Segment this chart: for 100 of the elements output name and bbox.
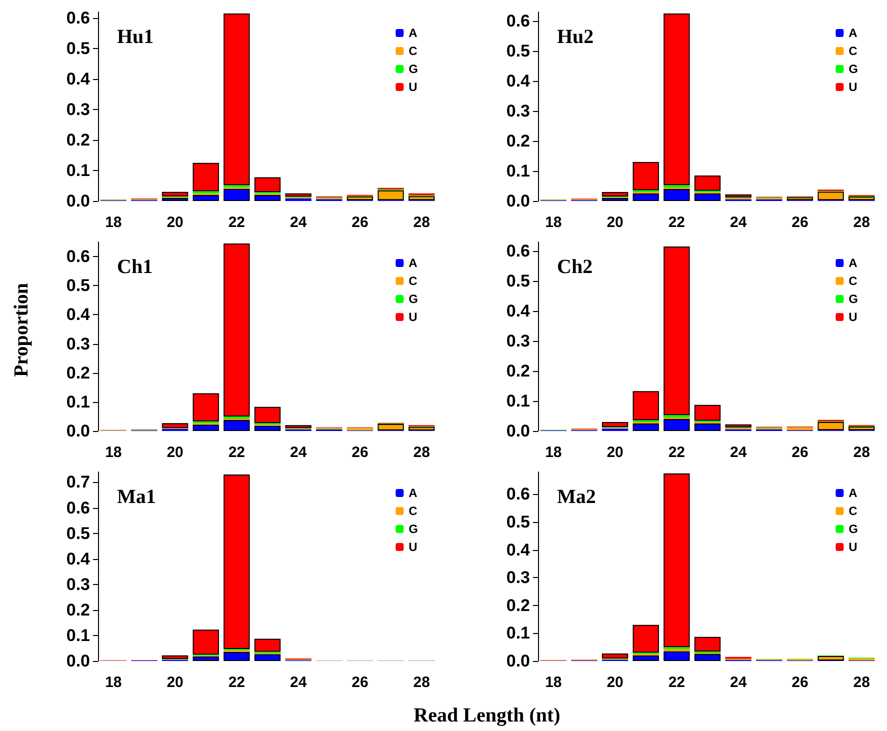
legend-label: U	[408, 540, 418, 554]
x-tick-label: 22	[668, 214, 686, 231]
x-tick-label: 18	[105, 674, 122, 691]
x-tick-label: 24	[290, 674, 308, 691]
y-tick-label: 0.4	[506, 302, 531, 320]
legend-label: U	[848, 80, 858, 94]
y-tick-label: 0.4	[66, 549, 91, 568]
x-tick-label: 20	[166, 214, 184, 231]
legend-label: C	[848, 504, 858, 518]
x-tick-label: 26	[352, 214, 368, 231]
legend-label: C	[848, 274, 858, 288]
legend-label: G	[848, 292, 858, 306]
x-tick-label: 26	[792, 214, 808, 231]
y-tick-label: 0.5	[66, 39, 90, 58]
y-tick-label: 0.6	[66, 8, 90, 28]
y-tick-label: 0.4	[506, 540, 531, 560]
y-tick-label: 0.0	[66, 652, 90, 670]
y-axis-title: Proportion	[10, 282, 34, 378]
y-tick-label: 0.4	[506, 72, 531, 90]
y-tick-label: 0.0	[506, 652, 530, 670]
y-tick-label: 0.2	[66, 363, 90, 382]
x-tick-label: 26	[352, 444, 368, 461]
x-tick-label: 22	[228, 214, 246, 231]
y-tick-label: 0.4	[66, 70, 91, 89]
x-tick-label: 20	[166, 674, 184, 691]
y-tick-label: 0.5	[506, 512, 530, 532]
text: Hu1	[117, 26, 154, 48]
x-tick-label: 24	[290, 214, 308, 231]
y-tick-label: 0.0	[66, 192, 90, 210]
y-tick-label: 0.5	[506, 42, 530, 60]
y-tick-label: 0.5	[506, 272, 530, 290]
x-tick-label: 24	[290, 444, 308, 461]
text: Ch2	[557, 256, 593, 278]
legend-label: G	[848, 62, 858, 76]
legend-label: C	[408, 44, 418, 58]
x-tick-label: 20	[606, 214, 624, 231]
x-tick-label: 18	[105, 444, 122, 461]
x-tick-label: 24	[730, 214, 748, 231]
y-tick-label: 0.1	[506, 392, 530, 410]
y-tick-label: 0.1	[66, 626, 90, 645]
text: Ma1	[117, 486, 156, 508]
x-tick-label: 20	[606, 674, 624, 691]
x-tick-label: 18	[545, 674, 562, 691]
legend-label: A	[848, 256, 858, 270]
y-tick-label: 0.2	[506, 362, 530, 380]
x-tick-label: 24	[730, 444, 748, 461]
x-tick-label: 18	[545, 214, 562, 231]
y-tick-label: 0.0	[506, 192, 530, 210]
y-tick-label: 0.6	[506, 484, 530, 504]
x-tick-label: 28	[413, 444, 430, 461]
legend-label: G	[408, 292, 418, 306]
y-tick-label: 0.1	[66, 392, 90, 412]
legend-label: C	[848, 44, 858, 58]
y-tick-label: 0.3	[506, 568, 530, 588]
y-tick-label: 0.6	[66, 247, 90, 266]
legend-label: U	[848, 540, 858, 554]
y-tick-label: 0.3	[66, 574, 90, 594]
text: Ch1	[117, 256, 153, 278]
y-tick-label: 0.4	[66, 305, 91, 324]
y-tick-label: 0.0	[66, 422, 90, 440]
y-tick-label: 0.7	[66, 472, 90, 492]
y-tick-label: 0.1	[506, 624, 530, 643]
legend-label: A	[848, 26, 858, 40]
x-tick-label: 28	[853, 214, 870, 231]
x-tick-label: 22	[228, 444, 246, 461]
y-tick-label: 0.5	[66, 276, 90, 296]
x-tick-label: 28	[853, 674, 870, 691]
y-tick-label: 0.0	[506, 422, 530, 440]
legend-label: U	[848, 310, 858, 324]
y-tick-label: 0.2	[506, 596, 530, 615]
legend-label: G	[408, 522, 418, 536]
y-tick-label: 0.2	[66, 600, 90, 620]
y-tick-label: 0.2	[66, 130, 90, 150]
x-tick-label: 28	[853, 444, 870, 461]
legend-label: U	[408, 80, 418, 94]
y-tick-label: 0.6	[66, 498, 90, 518]
legend-label: G	[848, 522, 858, 536]
x-tick-label: 26	[352, 674, 368, 691]
x-tick-label: 20	[166, 444, 184, 461]
y-tick-label: 0.1	[506, 162, 530, 180]
x-tick-label: 28	[413, 674, 430, 691]
text: Hu2	[557, 26, 594, 48]
x-tick-label: 24	[730, 674, 748, 691]
y-tick-label: 0.2	[506, 132, 530, 150]
y-tick-label: 0.3	[506, 332, 530, 350]
legend-label: A	[408, 486, 418, 500]
legend-label: A	[408, 256, 418, 270]
x-tick-label: 18	[105, 214, 122, 231]
legend-label: C	[408, 504, 418, 518]
x-tick-label: 22	[668, 674, 686, 691]
x-tick-label: 26	[792, 674, 808, 691]
legend-label: A	[408, 26, 418, 40]
legend-label: G	[408, 62, 418, 76]
y-tick-label: 0.3	[506, 102, 530, 120]
x-tick-label: 22	[668, 444, 686, 461]
x-axis-title: Read Length (nt)	[414, 704, 560, 728]
legend-label: C	[408, 274, 418, 288]
y-tick-label: 0.3	[66, 334, 90, 354]
y-tick-label: 0.1	[66, 161, 90, 180]
y-tick-label: 0.5	[66, 524, 90, 543]
